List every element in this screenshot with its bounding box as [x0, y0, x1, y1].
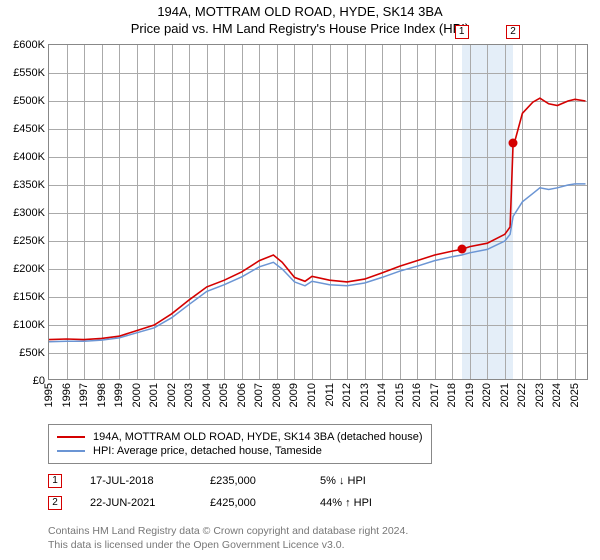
- y-axis-tick-label: £500K: [13, 95, 45, 107]
- chart-lines: [49, 45, 589, 381]
- legend-label: 194A, MOTTRAM OLD ROAD, HYDE, SK14 3BA (…: [93, 431, 423, 443]
- x-axis-tick-label: 2004: [201, 383, 213, 407]
- x-axis-tick-label: 2006: [236, 383, 248, 407]
- data-point-delta: 5% ↓ HPI: [320, 475, 420, 487]
- x-axis-tick-label: 2021: [499, 383, 511, 407]
- data-point-flag: 1: [455, 25, 469, 39]
- data-point-row: 2 22-JUN-2021£425,00044% ↑ HPI: [48, 496, 420, 510]
- legend-label: HPI: Average price, detached house, Tame…: [93, 445, 322, 457]
- y-axis-tick-label: £600K: [13, 39, 45, 51]
- attribution-footer: Contains HM Land Registry data © Crown c…: [48, 524, 408, 552]
- legend-item: HPI: Average price, detached house, Tame…: [57, 445, 423, 457]
- data-point-table: 1 17-JUL-2018£235,0005% ↓ HPI 2 22-JUN-2021…: [48, 466, 420, 518]
- data-point-marker: [509, 139, 518, 148]
- x-axis-tick-label: 2014: [376, 383, 388, 407]
- data-point-delta: 44% ↑ HPI: [320, 497, 420, 509]
- x-axis-tick-label: 2013: [359, 383, 371, 407]
- x-axis-tick-label: 2010: [306, 383, 318, 407]
- data-point-date: 17-JUL-2018: [90, 475, 210, 487]
- legend-item: 194A, MOTTRAM OLD ROAD, HYDE, SK14 3BA (…: [57, 431, 423, 443]
- data-point-row: 1 17-JUL-2018£235,0005% ↓ HPI: [48, 474, 420, 488]
- x-axis-tick-label: 1999: [113, 383, 125, 407]
- y-axis-tick-label: £250K: [13, 235, 45, 247]
- series-line-hpi: [49, 184, 586, 342]
- chart-plot-area: £0£50K£100K£150K£200K£250K£300K£350K£400…: [48, 44, 588, 380]
- x-axis-tick-label: 2009: [288, 383, 300, 407]
- series-line-price_paid: [49, 98, 586, 339]
- y-axis-tick-label: £350K: [13, 179, 45, 191]
- chart-title: 194A, MOTTRAM OLD ROAD, HYDE, SK14 3BA: [0, 4, 600, 19]
- legend-swatch: [57, 436, 85, 438]
- x-axis-tick-label: 2002: [166, 383, 178, 407]
- x-axis-tick-label: 1998: [96, 383, 108, 407]
- footer-line-1: Contains HM Land Registry data © Crown c…: [48, 524, 408, 538]
- x-axis-tick-label: 2003: [183, 383, 195, 407]
- data-point-index-box: 1: [48, 474, 62, 488]
- x-axis-tick-label: 2015: [394, 383, 406, 407]
- x-axis-tick-label: 2011: [324, 383, 336, 407]
- x-axis-tick-label: 1997: [78, 383, 90, 407]
- data-point-price: £235,000: [210, 475, 320, 487]
- y-axis-tick-label: £50K: [19, 347, 45, 359]
- y-axis-tick-label: £100K: [13, 319, 45, 331]
- x-axis-tick-label: 2018: [446, 383, 458, 407]
- data-point-price: £425,000: [210, 497, 320, 509]
- data-point-index-box: 2: [48, 496, 62, 510]
- x-axis-tick-label: 1995: [43, 383, 55, 407]
- y-axis-tick-label: £300K: [13, 207, 45, 219]
- data-point-marker: [457, 245, 466, 254]
- y-axis-tick-label: £400K: [13, 151, 45, 163]
- x-axis-tick-label: 2020: [481, 383, 493, 407]
- x-axis-tick-label: 2008: [271, 383, 283, 407]
- y-axis-tick-label: £450K: [13, 123, 45, 135]
- x-axis-tick-label: 2023: [534, 383, 546, 407]
- x-axis-tick-label: 2019: [464, 383, 476, 407]
- data-point-date: 22-JUN-2021: [90, 497, 210, 509]
- footer-line-2: This data is licensed under the Open Gov…: [48, 538, 408, 552]
- x-axis-tick-label: 2022: [516, 383, 528, 407]
- x-axis-tick-label: 2007: [253, 383, 265, 407]
- x-axis-tick-label: 1996: [61, 383, 73, 407]
- y-axis-tick-label: £150K: [13, 291, 45, 303]
- x-axis-tick-label: 2001: [148, 383, 160, 407]
- chart-legend: 194A, MOTTRAM OLD ROAD, HYDE, SK14 3BA (…: [48, 424, 432, 464]
- x-axis-tick-label: 2000: [131, 383, 143, 407]
- data-point-flag: 2: [506, 25, 520, 39]
- x-axis-tick-label: 2005: [218, 383, 230, 407]
- x-axis-tick-label: 2016: [411, 383, 423, 407]
- y-axis-tick-label: £550K: [13, 67, 45, 79]
- x-axis-tick-label: 2025: [569, 383, 581, 407]
- legend-swatch: [57, 450, 85, 452]
- x-axis-tick-label: 2012: [341, 383, 353, 407]
- x-axis-tick-label: 2017: [429, 383, 441, 407]
- y-axis-tick-label: £200K: [13, 263, 45, 275]
- x-axis-tick-label: 2024: [551, 383, 563, 407]
